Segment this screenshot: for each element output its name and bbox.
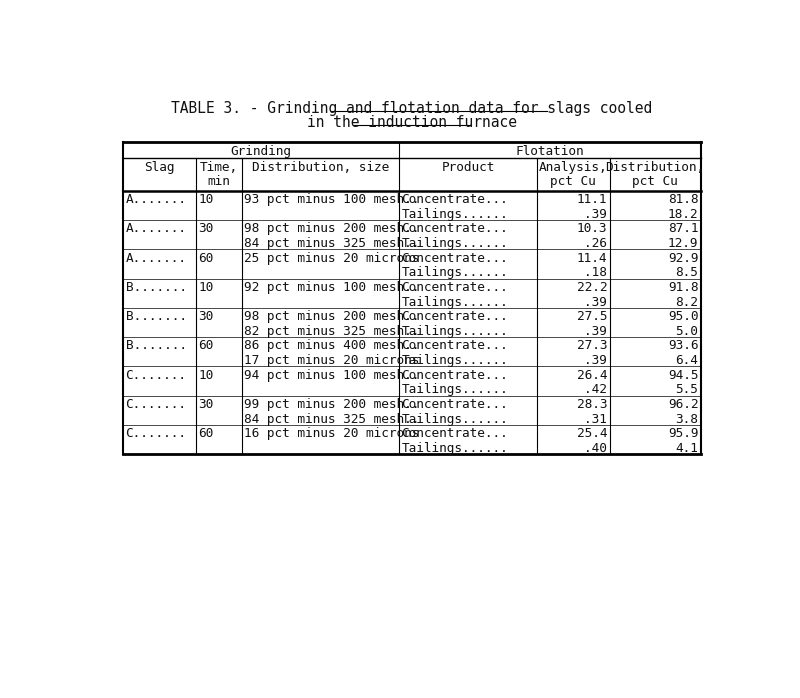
Text: .42: .42 <box>584 383 607 396</box>
Text: 99 pct minus 200 mesh..: 99 pct minus 200 mesh.. <box>244 398 420 411</box>
Text: 10: 10 <box>198 193 214 206</box>
Text: in the induction furnace: in the induction furnace <box>307 114 517 130</box>
Text: 10: 10 <box>198 369 214 382</box>
Text: C.......: C....... <box>126 427 186 440</box>
Text: min: min <box>207 175 230 188</box>
Text: Time,: Time, <box>200 161 238 174</box>
Text: Concentrate...: Concentrate... <box>402 310 508 323</box>
Text: .39: .39 <box>584 208 607 221</box>
Text: A.......: A....... <box>126 251 186 265</box>
Text: A.......: A....... <box>126 193 186 206</box>
Text: Concentrate...: Concentrate... <box>402 427 508 440</box>
Text: 84 pct minus 325 mesh..: 84 pct minus 325 mesh.. <box>244 413 420 426</box>
Text: 8.2: 8.2 <box>675 295 698 309</box>
Text: 98 pct minus 200 mesh..: 98 pct minus 200 mesh.. <box>244 223 420 235</box>
Text: pct Cu: pct Cu <box>550 175 596 188</box>
Text: Concentrate...: Concentrate... <box>402 398 508 411</box>
Text: Concentrate...: Concentrate... <box>402 251 508 265</box>
Text: 27.5: 27.5 <box>577 310 607 323</box>
Text: Tailings......: Tailings...... <box>402 413 508 426</box>
Text: 87.1: 87.1 <box>668 223 698 235</box>
Text: Concentrate...: Concentrate... <box>402 223 508 235</box>
Text: 10: 10 <box>198 281 214 294</box>
Text: 11.1: 11.1 <box>577 193 607 206</box>
Text: 11.4: 11.4 <box>577 251 607 265</box>
Text: 82 pct minus 325 mesh..: 82 pct minus 325 mesh.. <box>244 325 420 338</box>
Text: 30: 30 <box>198 310 214 323</box>
Text: Flotation: Flotation <box>515 144 584 158</box>
Text: 25 pct minus 20 microns: 25 pct minus 20 microns <box>244 251 420 265</box>
Text: C.......: C....... <box>126 398 186 411</box>
Text: 30: 30 <box>198 398 214 411</box>
Text: .39: .39 <box>584 295 607 309</box>
Text: 60: 60 <box>198 427 214 440</box>
Text: Concentrate...: Concentrate... <box>402 281 508 294</box>
Text: 30: 30 <box>198 223 214 235</box>
Text: 95.9: 95.9 <box>668 427 698 440</box>
Text: .40: .40 <box>584 442 607 455</box>
Text: A.......: A....... <box>126 223 186 235</box>
Text: 81.8: 81.8 <box>668 193 698 206</box>
Text: .18: .18 <box>584 266 607 279</box>
Text: 22.2: 22.2 <box>577 281 607 294</box>
Text: 4.1: 4.1 <box>675 442 698 455</box>
Text: Tailings......: Tailings...... <box>402 295 508 309</box>
Text: 26.4: 26.4 <box>577 369 607 382</box>
Text: Distribution,: Distribution, <box>606 161 705 174</box>
Text: 92.9: 92.9 <box>668 251 698 265</box>
Text: 6.4: 6.4 <box>675 354 698 367</box>
Text: 10.3: 10.3 <box>577 223 607 235</box>
Text: .39: .39 <box>584 325 607 338</box>
Text: Grinding: Grinding <box>230 144 292 158</box>
Text: 60: 60 <box>198 251 214 265</box>
Text: 25.4: 25.4 <box>577 427 607 440</box>
Text: 93 pct minus 100 mesh..: 93 pct minus 100 mesh.. <box>244 193 420 206</box>
Text: pct Cu: pct Cu <box>632 175 678 188</box>
Text: B.......: B....... <box>126 281 186 294</box>
Text: 5.5: 5.5 <box>675 383 698 396</box>
Text: Analysis,: Analysis, <box>539 161 607 174</box>
Text: Concentrate...: Concentrate... <box>402 339 508 352</box>
Text: 91.8: 91.8 <box>668 281 698 294</box>
Text: 16 pct minus 20 microns: 16 pct minus 20 microns <box>244 427 420 440</box>
Text: 17 pct minus 20 microns: 17 pct minus 20 microns <box>244 354 420 367</box>
Text: Tailings......: Tailings...... <box>402 442 508 455</box>
Text: TABLE 3. - Grinding and flotation data for slags cooled: TABLE 3. - Grinding and flotation data f… <box>171 101 653 116</box>
Text: B.......: B....... <box>126 310 186 323</box>
Text: 60: 60 <box>198 339 214 352</box>
Text: 94 pct minus 100 mesh..: 94 pct minus 100 mesh.. <box>244 369 420 382</box>
Text: 92 pct minus 100 mesh..: 92 pct minus 100 mesh.. <box>244 281 420 294</box>
Text: Concentrate...: Concentrate... <box>402 369 508 382</box>
Text: Tailings......: Tailings...... <box>402 208 508 221</box>
Text: Tailings......: Tailings...... <box>402 266 508 279</box>
Text: 96.2: 96.2 <box>668 398 698 411</box>
Text: Slag: Slag <box>144 161 174 174</box>
Text: Tailings......: Tailings...... <box>402 354 508 367</box>
Text: 12.9: 12.9 <box>668 237 698 250</box>
Text: Product: Product <box>442 161 494 174</box>
Text: C.......: C....... <box>126 369 186 382</box>
Text: 28.3: 28.3 <box>577 398 607 411</box>
Text: Tailings......: Tailings...... <box>402 237 508 250</box>
Text: 94.5: 94.5 <box>668 369 698 382</box>
Text: .39: .39 <box>584 354 607 367</box>
Text: Tailings......: Tailings...... <box>402 325 508 338</box>
Text: Tailings......: Tailings...... <box>402 383 508 396</box>
Text: 18.2: 18.2 <box>668 208 698 221</box>
Text: Distribution, size: Distribution, size <box>252 161 389 174</box>
Text: 27.3: 27.3 <box>577 339 607 352</box>
Text: 8.5: 8.5 <box>675 266 698 279</box>
Text: Concentrate...: Concentrate... <box>402 193 508 206</box>
Text: 95.0: 95.0 <box>668 310 698 323</box>
Text: 5.0: 5.0 <box>675 325 698 338</box>
Text: .26: .26 <box>584 237 607 250</box>
Text: 98 pct minus 200 mesh..: 98 pct minus 200 mesh.. <box>244 310 420 323</box>
Text: 86 pct minus 400 mesh..: 86 pct minus 400 mesh.. <box>244 339 420 352</box>
Text: 84 pct minus 325 mesh..: 84 pct minus 325 mesh.. <box>244 237 420 250</box>
Text: 3.8: 3.8 <box>675 413 698 426</box>
Text: B.......: B....... <box>126 339 186 352</box>
Text: .31: .31 <box>584 413 607 426</box>
Text: 93.6: 93.6 <box>668 339 698 352</box>
